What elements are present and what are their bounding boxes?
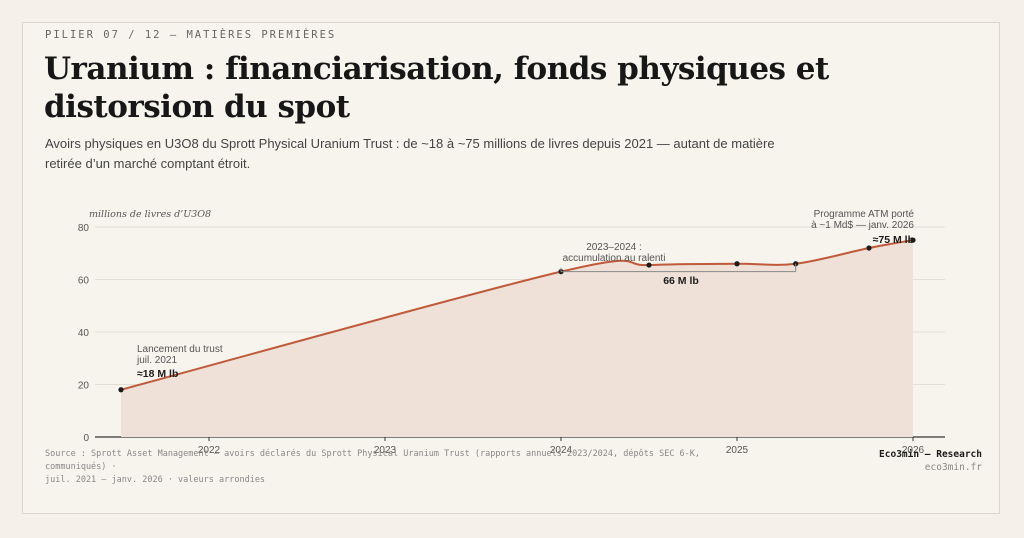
source-note: Source : Sprott Asset Management — avoir… — [45, 448, 705, 487]
annotation-launch-title: Lancement du trust — [137, 344, 223, 355]
page-subtitle: Avoirs physiques en U3O8 du Sprott Physi… — [45, 136, 775, 171]
brand-block: Eco3min — Research eco3min.fr — [879, 448, 982, 474]
kicker: PILIER 07 / 12 — MATIÈRES PREMIÈRES — [45, 29, 337, 41]
data-point — [118, 387, 124, 393]
data-point — [910, 237, 916, 243]
source-line-1: Source : Sprott Asset Management — avoir… — [45, 449, 701, 472]
annotation-atm-title: Programme ATM porté — [814, 209, 915, 220]
x-tick-label: 2023 — [374, 445, 397, 456]
annotation-launch-date: juil. 2021 — [136, 355, 177, 366]
series-line — [120, 239, 914, 391]
data-point — [646, 262, 652, 268]
annotation-atm-value: ≈75 M lb — [873, 234, 914, 246]
y-tick-label: 60 — [78, 276, 90, 287]
x-tick-label: 2024 — [550, 445, 573, 456]
plateau-bracket — [560, 263, 797, 273]
x-tick-label: 2022 — [198, 445, 221, 456]
data-point — [866, 245, 872, 251]
area-fill — [121, 240, 913, 437]
annotation-atm-subtitle: à ~1 Md$ — janv. 2026 — [811, 220, 914, 231]
y-tick-label: 0 — [83, 433, 89, 444]
y-tick-label: 20 — [78, 381, 90, 392]
annotation-plateau-value: 66 M lb — [663, 275, 699, 287]
brand-name: Eco3min — Research — [879, 449, 982, 460]
x-tick-label: 2025 — [726, 445, 749, 456]
x-tick-label: 2026 — [902, 445, 925, 456]
source-line-2: juil. 2021 – janv. 2026 · valeurs arrond… — [45, 475, 266, 485]
data-point — [734, 261, 740, 267]
y-axis-label: millions de livres d’U3O8 — [89, 209, 211, 220]
y-tick-label: 40 — [78, 328, 90, 339]
brand-url: eco3min.fr — [924, 462, 982, 473]
annotation-plateau-subtitle: accumulation au ralenti — [563, 253, 666, 264]
page-title: Uranium : financiarisation, fonds physiq… — [44, 51, 829, 125]
annotation-plateau-title: 2023–2024 : — [586, 242, 642, 253]
y-tick-label: 80 — [78, 223, 90, 234]
annotation-launch-value: ≈18 M lb — [137, 368, 178, 380]
